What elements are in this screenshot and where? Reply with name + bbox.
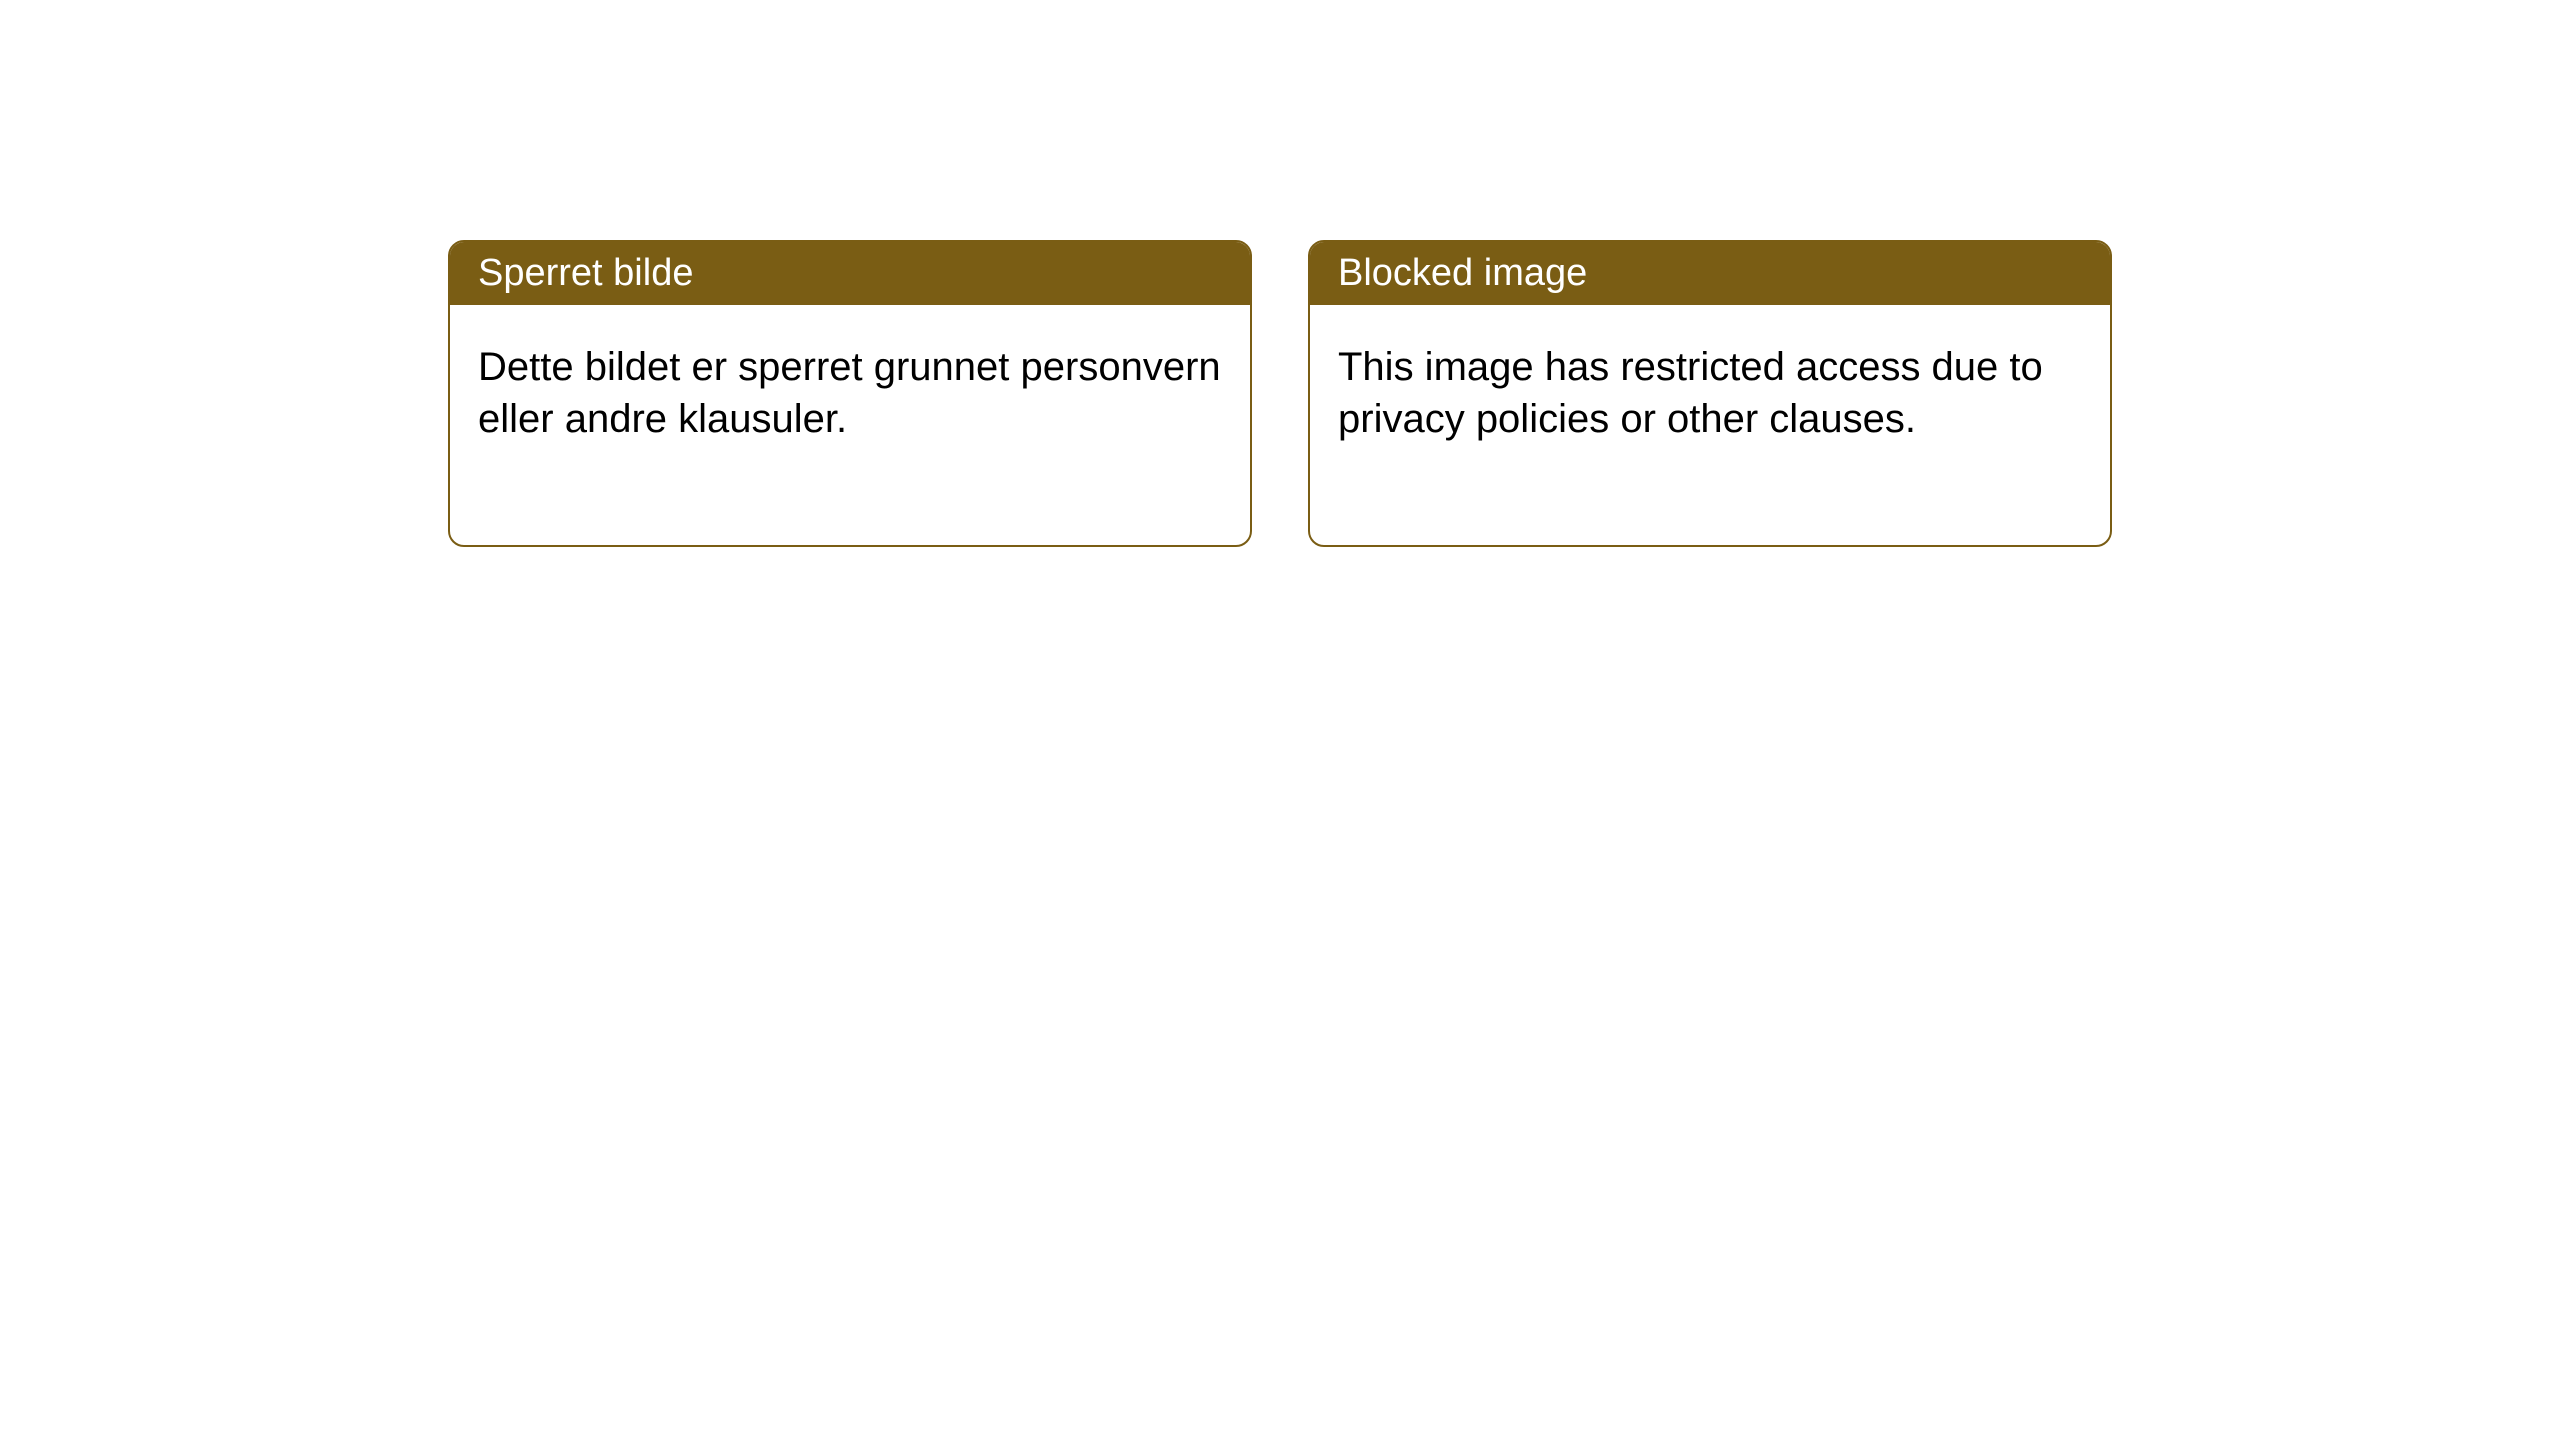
notice-card-norwegian: Sperret bilde Dette bildet er sperret gr… — [448, 240, 1252, 547]
notice-body: Dette bildet er sperret grunnet personve… — [450, 305, 1250, 545]
notice-card-english: Blocked image This image has restricted … — [1308, 240, 2112, 547]
notice-container: Sperret bilde Dette bildet er sperret gr… — [0, 0, 2560, 547]
notice-title: Sperret bilde — [450, 242, 1250, 305]
notice-title: Blocked image — [1310, 242, 2110, 305]
notice-body: This image has restricted access due to … — [1310, 305, 2110, 545]
